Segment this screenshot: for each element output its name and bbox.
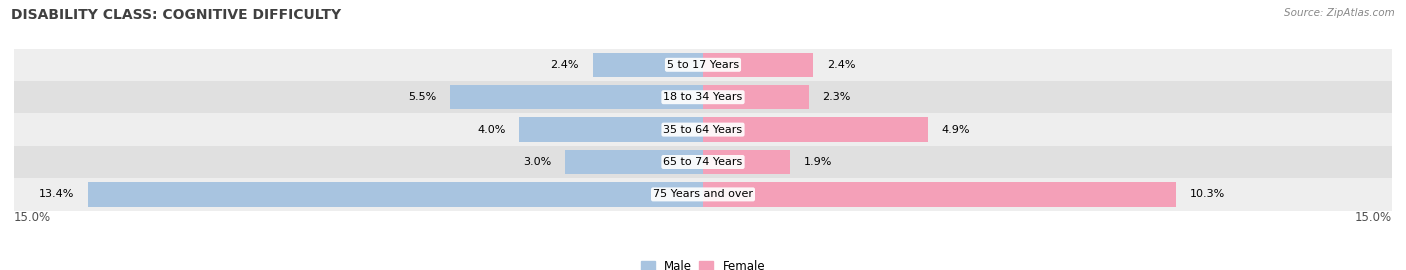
Bar — [565, 150, 703, 174]
Text: DISABILITY CLASS: COGNITIVE DIFFICULTY: DISABILITY CLASS: COGNITIVE DIFFICULTY — [11, 8, 342, 22]
Text: 4.9%: 4.9% — [942, 124, 970, 135]
Text: 2.3%: 2.3% — [823, 92, 851, 102]
Text: 5.5%: 5.5% — [408, 92, 437, 102]
Legend: Male, Female: Male, Female — [636, 255, 770, 270]
Text: 5 to 17 Years: 5 to 17 Years — [666, 60, 740, 70]
Bar — [703, 117, 928, 142]
Text: 75 Years and over: 75 Years and over — [652, 189, 754, 200]
Bar — [14, 81, 1392, 113]
Bar — [450, 85, 703, 109]
Text: 4.0%: 4.0% — [477, 124, 506, 135]
Bar — [703, 182, 1175, 207]
Text: 35 to 64 Years: 35 to 64 Years — [664, 124, 742, 135]
Text: 13.4%: 13.4% — [38, 189, 73, 200]
Text: 1.9%: 1.9% — [804, 157, 832, 167]
Bar — [519, 117, 703, 142]
Text: 65 to 74 Years: 65 to 74 Years — [664, 157, 742, 167]
Bar — [14, 146, 1392, 178]
Text: 2.4%: 2.4% — [827, 60, 855, 70]
Text: Source: ZipAtlas.com: Source: ZipAtlas.com — [1284, 8, 1395, 18]
Text: 18 to 34 Years: 18 to 34 Years — [664, 92, 742, 102]
Text: 2.4%: 2.4% — [551, 60, 579, 70]
Bar — [703, 150, 790, 174]
Bar — [593, 53, 703, 77]
Text: 15.0%: 15.0% — [1355, 211, 1392, 224]
Text: 15.0%: 15.0% — [14, 211, 51, 224]
Text: 10.3%: 10.3% — [1189, 189, 1225, 200]
Text: 3.0%: 3.0% — [523, 157, 551, 167]
Bar — [14, 178, 1392, 211]
Bar — [14, 113, 1392, 146]
Bar — [87, 182, 703, 207]
Bar — [703, 53, 813, 77]
Bar — [703, 85, 808, 109]
Bar — [14, 49, 1392, 81]
